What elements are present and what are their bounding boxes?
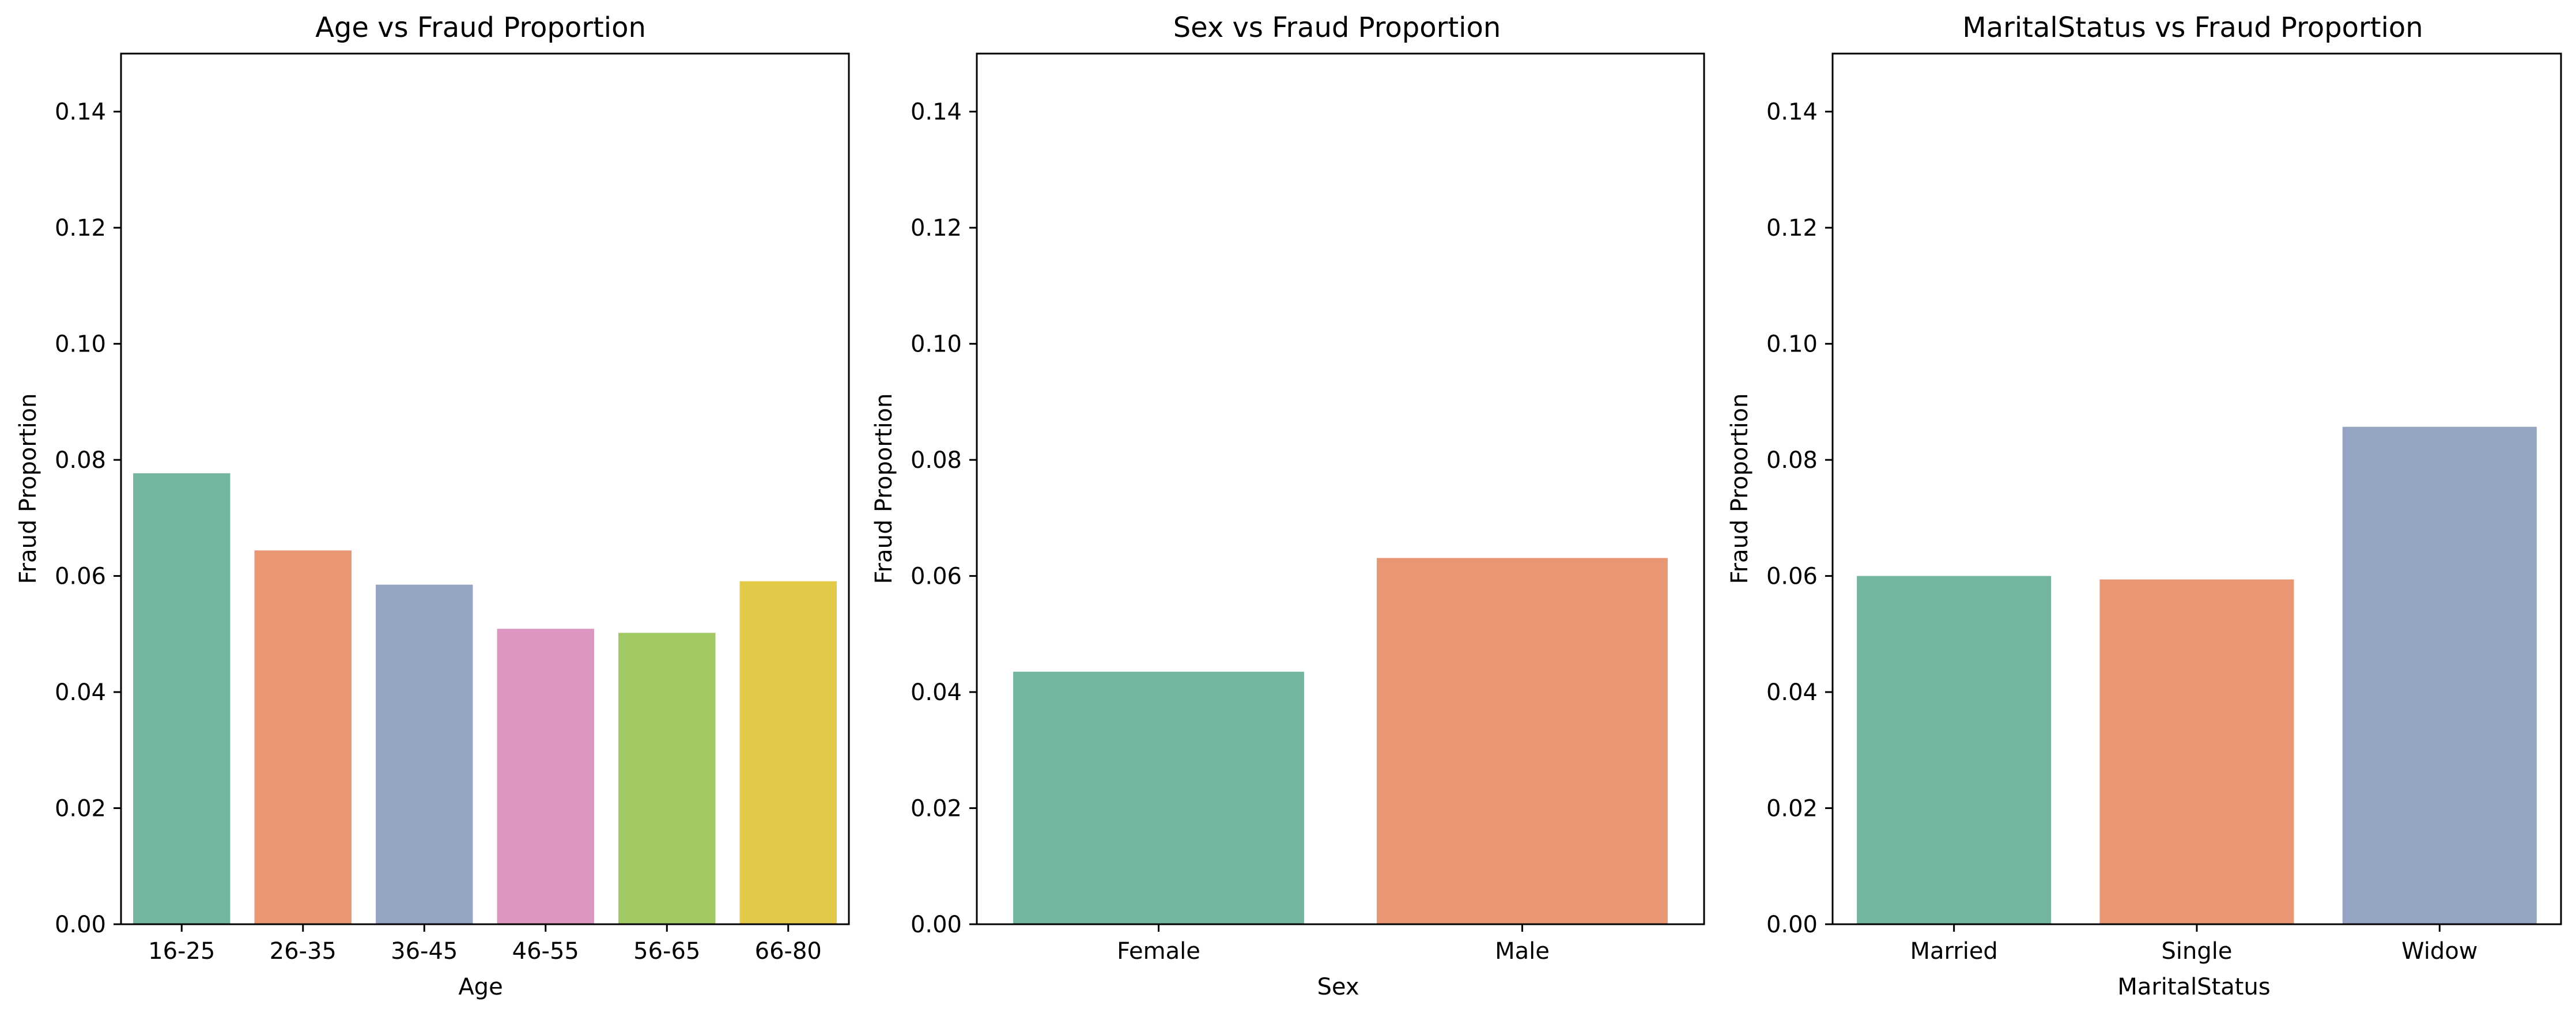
chart-title: MaritalStatus vs Fraud Proportion bbox=[1962, 12, 2423, 44]
bar-16-25 bbox=[133, 473, 231, 924]
plot-frame bbox=[120, 52, 850, 925]
chart-title: Sex vs Fraud Proportion bbox=[1173, 12, 1501, 44]
x-axis-label: Age bbox=[458, 974, 503, 1000]
bar-female bbox=[1013, 671, 1304, 924]
chart-panel-age: Age vs Fraud Proportion Fraud Proportion… bbox=[15, 12, 850, 1000]
y-axis-label: Fraud Proportion bbox=[15, 394, 41, 584]
bar-26-35 bbox=[254, 550, 352, 924]
y-tick-label: 0.00 bbox=[55, 912, 106, 938]
chart-title: Age vs Fraud Proportion bbox=[315, 12, 646, 44]
y-tick-label: 0.14 bbox=[1766, 99, 1818, 126]
y-tick-label: 0.12 bbox=[911, 215, 962, 241]
y-tick-label: 0.08 bbox=[911, 447, 962, 474]
x-tick-label: Single bbox=[2162, 938, 2233, 965]
bar-46-55 bbox=[497, 629, 594, 924]
y-tick-label: 0.00 bbox=[911, 912, 962, 938]
y-axis-label: Fraud Proportion bbox=[871, 394, 897, 584]
y-tick-label: 0.02 bbox=[1766, 796, 1818, 822]
x-axis-label: Sex bbox=[1317, 974, 1359, 1000]
y-tick-label: 0.00 bbox=[1766, 912, 1818, 938]
y-tick-label: 0.08 bbox=[1766, 447, 1818, 474]
x-tick-label: Married bbox=[1910, 938, 1998, 965]
bar-widow bbox=[2342, 426, 2537, 924]
x-tick-label: 36-45 bbox=[391, 938, 458, 965]
y-tick-label: 0.10 bbox=[55, 331, 106, 358]
chart-panel-sex: Sex vs Fraud Proportion Fraud Proportion… bbox=[871, 12, 1705, 1000]
x-tick-label: 26-35 bbox=[270, 938, 337, 965]
x-tick-label: 66-80 bbox=[755, 938, 822, 965]
plot-frame bbox=[976, 52, 1705, 925]
y-tick-label: 0.06 bbox=[911, 564, 962, 590]
y-tick-label: 0.12 bbox=[55, 215, 106, 241]
bar-36-45 bbox=[376, 584, 473, 924]
chart-panel-marital-status: MaritalStatus vs Fraud Proportion Fraud … bbox=[1727, 12, 2562, 1000]
bar-married bbox=[1857, 576, 2052, 924]
bar-56-65 bbox=[618, 633, 716, 924]
x-tick-label: 46-55 bbox=[512, 938, 579, 965]
y-tick-label: 0.12 bbox=[1766, 215, 1818, 241]
bar-male bbox=[1377, 558, 1668, 924]
y-tick-label: 0.02 bbox=[55, 796, 106, 822]
y-tick-label: 0.04 bbox=[1766, 679, 1818, 706]
y-tick-label: 0.06 bbox=[55, 564, 106, 590]
y-tick-label: 0.10 bbox=[911, 331, 962, 358]
y-axis-label: Fraud Proportion bbox=[1727, 394, 1753, 584]
x-tick-label: Widow bbox=[2401, 938, 2477, 965]
x-tick-label: Male bbox=[1495, 938, 1550, 965]
y-tick-label: 0.04 bbox=[911, 679, 962, 706]
y-tick-label: 0.08 bbox=[55, 447, 106, 474]
y-tick-label: 0.04 bbox=[55, 679, 106, 706]
y-tick-label: 0.14 bbox=[911, 99, 962, 126]
y-tick-label: 0.14 bbox=[55, 99, 106, 126]
x-tick-label: 56-65 bbox=[633, 938, 700, 965]
x-tick-label: 16-25 bbox=[148, 938, 215, 965]
y-tick-label: 0.10 bbox=[1766, 331, 1818, 358]
plot-frame bbox=[1831, 52, 2562, 925]
bar-66-80 bbox=[739, 581, 837, 924]
bar-single bbox=[2099, 579, 2294, 924]
x-tick-label: Female bbox=[1117, 938, 1200, 965]
y-tick-label: 0.02 bbox=[911, 796, 962, 822]
y-tick-label: 0.06 bbox=[1766, 564, 1818, 590]
x-axis-label: MaritalStatus bbox=[2117, 974, 2270, 1000]
